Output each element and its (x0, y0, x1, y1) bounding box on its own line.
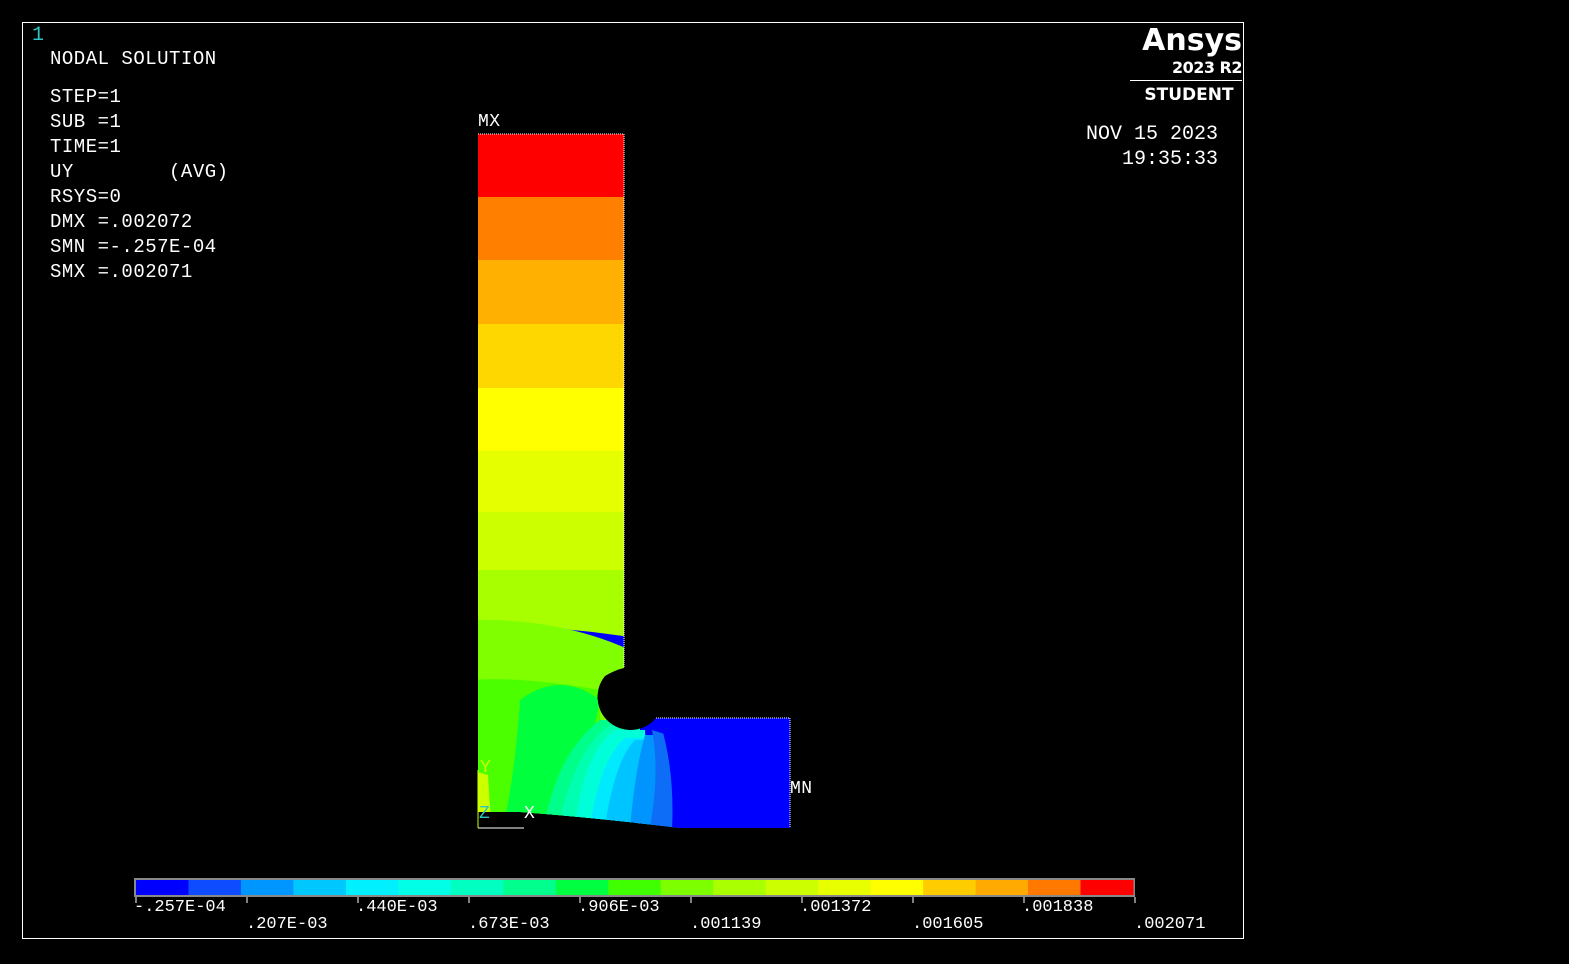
window-number: 1 (32, 24, 45, 47)
solution-info-line: UY (AVG) (50, 161, 229, 183)
contour-band (478, 451, 630, 524)
logo-edition: STUDENT (1144, 85, 1234, 105)
timestamp-time: 19:35:33 (1121, 148, 1218, 171)
solution-info-line: SMX =.002071 (50, 261, 193, 283)
colorbar-segment (398, 880, 452, 895)
colorbar-segment (870, 880, 924, 895)
logo-version: 2023 R2 (1171, 58, 1243, 77)
ansys-logo: Ansys 2023 R2 STUDENT (1128, 23, 1243, 105)
contour-band (478, 570, 630, 637)
plot-title: NODAL SOLUTION (50, 48, 217, 70)
graphics-window-frame[interactable] (22, 22, 1244, 939)
timestamp-date: NOV 15 2023 (1085, 123, 1218, 146)
contour-band (478, 134, 630, 198)
colorbar-segment (240, 880, 294, 895)
solution-info-line: RSYS=0 (50, 186, 122, 208)
colorbar-segment (136, 880, 189, 895)
colorbar-segment (713, 880, 767, 895)
timestamp: NOV 15 2023 19:35:33 (1060, 122, 1218, 172)
max-marker: MX (478, 112, 501, 132)
contour-band (478, 197, 630, 261)
colorbar-segment (923, 880, 977, 895)
solution-info-line: TIME=1 (50, 136, 122, 158)
colorbar-label: .001605 (912, 915, 984, 934)
colorbar-label: .001838 (1022, 898, 1094, 917)
colorbar-segment (660, 880, 714, 895)
axis-y-label: Y (480, 758, 492, 778)
solution-info-line: SMN =-.257E-04 (50, 236, 217, 258)
colorbar-segment (188, 880, 242, 895)
colorbar-label: .906E-03 (578, 898, 660, 917)
solution-info-line: SUB =1 (50, 111, 122, 133)
contour-band (478, 512, 630, 582)
logo-divider (1130, 80, 1242, 81)
axis-x-label: X (524, 804, 536, 824)
mesh-edge (478, 133, 791, 828)
colorbar-label: .673E-03 (468, 915, 550, 934)
logo-name: Ansys (1142, 23, 1242, 58)
colorbar-label: .001372 (800, 898, 872, 917)
axis-z-label: Z (479, 804, 491, 824)
contour-band (660, 722, 790, 828)
colorbar-segment (818, 880, 872, 895)
colorbar-label: .001139 (690, 915, 762, 934)
colorbar-segment (765, 880, 819, 895)
colorbar-segment (293, 880, 347, 895)
colorbar-segment (450, 880, 504, 895)
contour-band (478, 260, 630, 325)
colorbar-segment (608, 880, 662, 895)
colorbar-segment (1080, 880, 1134, 895)
solution-info-line: STEP=1 (50, 86, 122, 108)
colorbar-segment (975, 880, 1029, 895)
colorbar-label: -.257E-04 (134, 898, 226, 917)
colorbar-segment (1028, 880, 1082, 895)
contour-band (478, 388, 630, 452)
colorbar-segment (503, 880, 557, 895)
colorbar-segment (555, 880, 609, 895)
colorbar-segment (345, 880, 399, 895)
min-marker: MN (790, 779, 813, 799)
colorbar-label: .002071 (1134, 915, 1206, 934)
colorbar-label: .440E-03 (356, 898, 438, 917)
solution-info-line: DMX =.002072 (50, 211, 193, 233)
colorbar-label: .207E-03 (246, 915, 328, 934)
contour-band (478, 324, 630, 389)
